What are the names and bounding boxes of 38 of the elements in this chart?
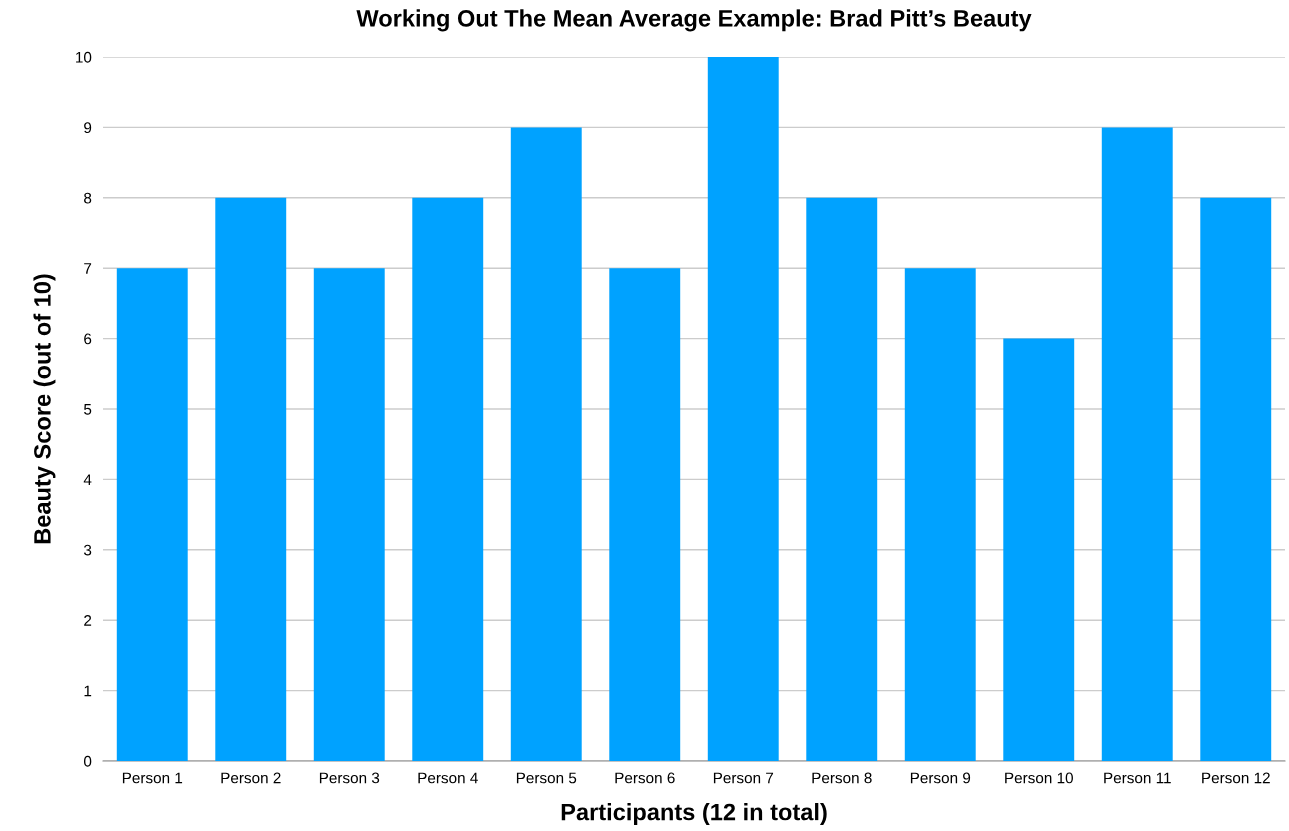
y-tick-label: 0 bbox=[83, 755, 92, 767]
y-tick-label: 1 bbox=[84, 685, 92, 697]
chart-title: Working Out The Mean Average Example: Brad Pitt’s Beauty bbox=[356, 9, 1032, 32]
y-tick-label: 8 bbox=[84, 192, 92, 204]
bar bbox=[1200, 197, 1272, 761]
y-axis-title: Beauty Score (out of 10) bbox=[33, 274, 56, 544]
y-tick-label: 10 bbox=[76, 51, 92, 63]
x-tick-label: Person 7 bbox=[713, 772, 774, 784]
y-tick-label: 2 bbox=[84, 615, 92, 626]
bar bbox=[1003, 338, 1075, 761]
y-tick-label: 6 bbox=[84, 333, 92, 345]
bar bbox=[412, 197, 484, 761]
bar bbox=[806, 197, 878, 761]
bar bbox=[215, 197, 287, 761]
bar bbox=[510, 127, 582, 761]
x-tick-label: Person 1 bbox=[122, 772, 183, 784]
bar bbox=[313, 268, 385, 761]
bar bbox=[707, 57, 779, 761]
bar bbox=[609, 268, 681, 761]
bar bbox=[1101, 127, 1173, 761]
y-tick-label: 5 bbox=[84, 404, 92, 415]
x-tick-label: Person 6 bbox=[615, 772, 675, 784]
y-tick-label: 9 bbox=[84, 122, 92, 134]
x-tick-label: Person 4 bbox=[418, 772, 478, 784]
y-tick-label: 4 bbox=[83, 474, 92, 485]
x-tick-label: Person 12 bbox=[1202, 772, 1270, 784]
x-tick-label: Person 8 bbox=[812, 772, 872, 784]
y-tick-label: 7 bbox=[84, 263, 92, 274]
bar bbox=[904, 268, 976, 761]
x-tick-label: Person 10 bbox=[1005, 772, 1073, 784]
x-tick-label: Person 2 bbox=[221, 772, 281, 784]
x-tick-label: Person 11 bbox=[1104, 772, 1171, 784]
bar bbox=[116, 268, 188, 761]
y-tick-label: 3 bbox=[83, 544, 92, 556]
x-tick-label: Person 3 bbox=[319, 772, 380, 784]
x-tick-label: Person 5 bbox=[516, 772, 577, 784]
x-axis-title: Participants (12 in total) bbox=[561, 803, 827, 826]
x-tick-label: Person 9 bbox=[910, 772, 971, 784]
